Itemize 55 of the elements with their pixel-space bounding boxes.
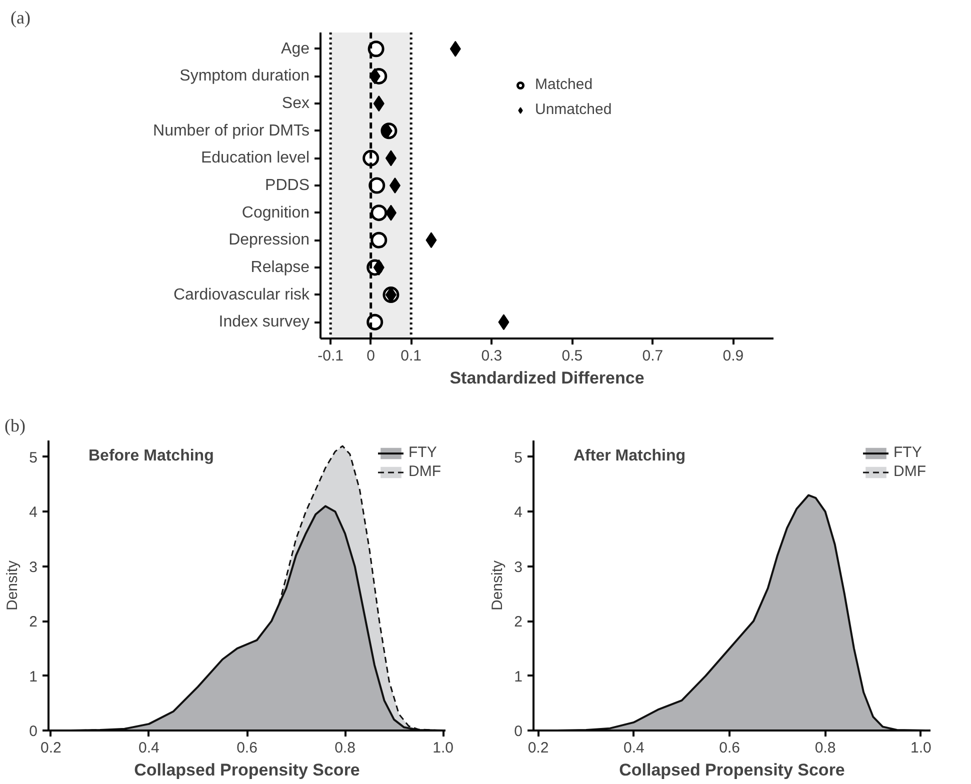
chart-title: Before Matching: [88, 448, 214, 464]
x-tick-label: 0.5: [562, 348, 583, 364]
x-tick-label: 0.8: [814, 740, 836, 756]
y-tick-label: 0: [29, 723, 38, 740]
x-tick-label: 0.8: [334, 740, 356, 756]
x-tick-label: 0.4: [138, 740, 160, 756]
y-axis-title: Density: [4, 560, 22, 611]
y-tick-label: 2: [29, 614, 38, 631]
text: (b): [4, 416, 26, 436]
x-axis-title: Standardized Difference: [450, 368, 644, 388]
x-tick-label: 0.2: [40, 740, 62, 756]
y-tick-label: 3: [29, 558, 38, 576]
y-tick-label: 1: [514, 668, 522, 686]
x-tick-label: 0.2: [528, 740, 549, 756]
legend-label: FTY: [408, 444, 437, 461]
y-tick-label: Relapse: [250, 258, 310, 276]
x-tick-label: 0.9: [722, 348, 744, 364]
y-tick-label: Symptom duration: [180, 68, 310, 85]
chart-title: After Matching: [574, 448, 686, 464]
x-tick-label: -0.1: [318, 348, 344, 364]
y-tick-label: Cognition: [242, 204, 310, 222]
x-tick-label: 0.6: [236, 740, 258, 756]
y-tick-label: 3: [514, 558, 522, 576]
y-tick-label: Number of prior DMTs: [153, 122, 310, 140]
y-tick-label: PDDS: [265, 177, 310, 194]
legend-label: Unmatched: [535, 101, 612, 118]
y-tick-label: Cardiovascular risk: [173, 286, 310, 304]
x-tick-label: 0.4: [624, 740, 644, 756]
y-tick-label: 0: [514, 723, 522, 740]
x-tick-label: 1.0: [910, 740, 932, 756]
y-tick-label: Depression: [228, 232, 310, 249]
y-tick-label: 4: [514, 504, 522, 522]
x-tick-label: 0: [366, 348, 376, 364]
x-axis-title: Collapsed Propensity Score: [619, 760, 845, 780]
y-tick-label: Index survey: [218, 314, 310, 331]
y-tick-label: 1: [29, 668, 38, 686]
y-tick-label: 4: [29, 504, 38, 522]
x-tick-label: 1.0: [432, 740, 454, 756]
y-tick-label: Age: [281, 40, 310, 58]
legend-label: DMF: [894, 463, 926, 480]
y-axis-title: Density: [489, 560, 506, 611]
y-tick-label: 5: [514, 449, 522, 466]
x-tick-label: 0.6: [719, 740, 740, 756]
text: (a): [10, 8, 30, 28]
x-axis-title: Collapsed Propensity Score: [134, 760, 360, 780]
y-tick-label: 2: [514, 614, 522, 631]
x-tick-label: 0.1: [400, 348, 422, 364]
x-tick-label: 0.7: [642, 348, 664, 364]
x-tick-label: 0.3: [481, 348, 502, 364]
y-tick-label: 5: [29, 449, 38, 466]
legend-label: Matched: [535, 76, 593, 93]
y-tick-label: Sex: [282, 95, 310, 112]
legend-label: FTY: [894, 444, 922, 461]
legend-label: DMF: [408, 463, 441, 480]
y-tick-label: Education level: [200, 150, 310, 167]
